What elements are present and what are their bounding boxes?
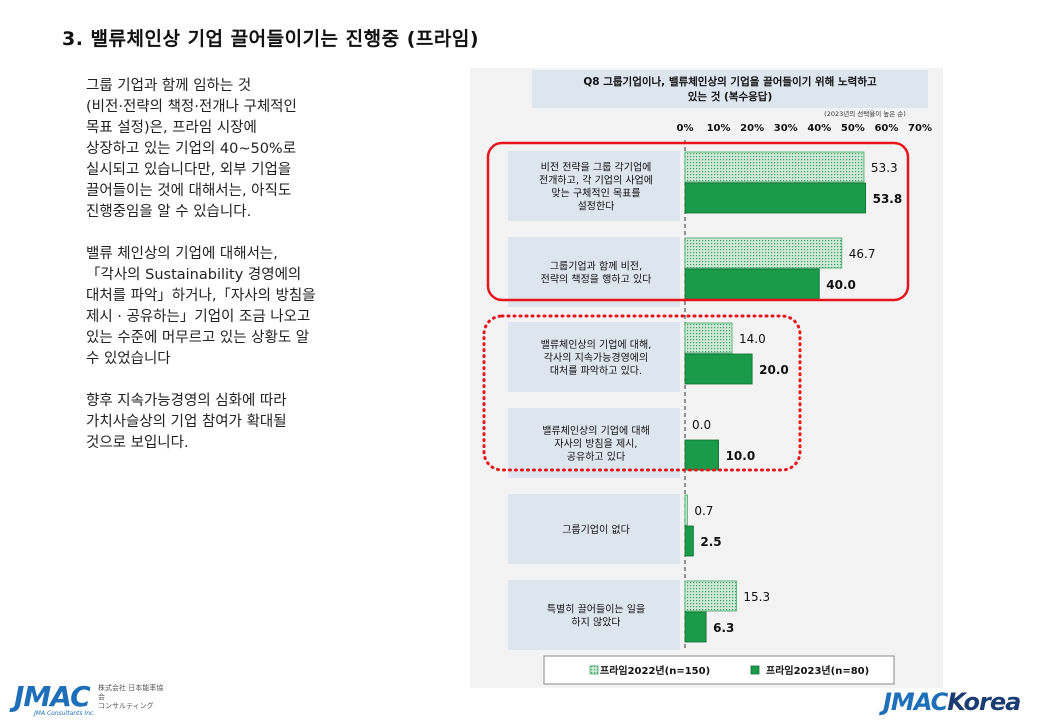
- bar-2023: [684, 525, 694, 557]
- chart-title-line-2: 있는 것 (복수응답): [688, 90, 773, 103]
- category-label: 그룹기업과 함께 비전,: [550, 260, 642, 273]
- x-tick-label: 30%: [774, 123, 798, 134]
- category-label: 대처를 파악하고 있다.: [550, 364, 642, 377]
- bar-2023: [684, 182, 867, 214]
- bar-2022: [684, 322, 733, 354]
- data-label-2023: 40.0: [826, 278, 856, 292]
- jmac-korea-word: Korea: [947, 688, 1021, 716]
- bar-2022: [684, 494, 688, 526]
- x-tick-label: 40%: [807, 123, 831, 134]
- category-label: 비전 전략을 그룹 각기업에: [541, 161, 652, 174]
- legend-box: [543, 655, 895, 685]
- highlight-solid-outline: [486, 141, 910, 302]
- category-label-box: [508, 322, 680, 392]
- jmac-logo: JMAC JMA Consultants Inc. 株式会社 日本能率協会 コン…: [14, 680, 163, 717]
- data-label-2022: 0.7: [694, 504, 713, 518]
- data-label-2023: 10.0: [726, 449, 756, 463]
- category-label-box: [508, 408, 680, 478]
- legend-label-2023: 프라임2023년(n=80): [766, 664, 869, 677]
- jmac-korea-mark: JMAC: [883, 688, 948, 716]
- highlight-dotted-outline: [482, 314, 802, 472]
- chart-title-line-1: Q8 그룹기업이나, 밸류체인상의 기업을 끌어들이기 위해 노력하고: [583, 75, 877, 88]
- category-label: 밸류체인상의 기업에 대해: [542, 424, 650, 437]
- data-label-2022: 46.7: [849, 247, 876, 261]
- category-label: 하지 않았다: [571, 616, 620, 629]
- jmac-logo-subtext: JMA Consultants Inc.: [34, 710, 96, 717]
- data-label-2022: 14.0: [739, 332, 766, 346]
- x-tick-label: 10%: [707, 123, 731, 134]
- legend-label-2022: 프라임2022년(n=150): [600, 664, 710, 677]
- bar-2022: [684, 237, 843, 269]
- x-tick-label: 50%: [841, 123, 865, 134]
- category-label: 자사의 방침을 제시,: [554, 438, 637, 450]
- data-label-2022: 0.0: [692, 418, 711, 432]
- category-label: 각사의 지속가능경영에의: [544, 351, 648, 364]
- category-label: 설정한다: [578, 201, 615, 213]
- x-tick-label: 20%: [740, 123, 764, 134]
- x-tick-label: 70%: [908, 123, 932, 134]
- category-label: 밸류체인상의 기업에 대해,: [541, 338, 652, 351]
- jmac-korea-logo: JMACKorea: [883, 688, 1021, 716]
- category-label: 전략의 책정을 행하고 있다: [541, 273, 652, 286]
- slide-title: 3. 밸류체인상 기업 끌어들이기는 진행중 (프라임): [62, 28, 479, 50]
- jmac-logo-mark: JMAC: [14, 680, 91, 713]
- category-label: 그룹기업이 없다: [562, 523, 630, 536]
- bar-2023: [684, 611, 707, 643]
- category-label: 전개하고, 각 기업의 사업에: [539, 174, 653, 187]
- x-tick-label: 0%: [677, 123, 694, 134]
- chart-subtitle: (2023년의 선택율이 높은 순): [824, 109, 906, 118]
- category-label-box: [508, 237, 680, 307]
- data-label-2023: 6.3: [713, 621, 734, 635]
- data-label-2022: 15.3: [743, 590, 770, 604]
- category-label: 맞는 구체적인 목표를: [551, 188, 640, 200]
- data-label-2023: 2.5: [700, 535, 721, 549]
- paragraph-2: 밸류 체인상의 기업에 대해서는, 「각사의 Sustainability 경영…: [86, 246, 316, 367]
- legend-swatch-2022: [589, 665, 599, 675]
- bar-2023: [684, 439, 719, 471]
- category-label-box: [508, 494, 680, 564]
- paragraph-3: 향후 지속가능경영의 심화에 따라 가치사슬상의 기업 참여가 확대될 것으로 …: [86, 393, 287, 451]
- category-label-box: [508, 580, 680, 650]
- body-text: 그룹 기업과 함께 임하는 것 (비전·전략의 책정·전개나 구체적인 목표 설…: [86, 76, 386, 475]
- jmac-logo-japanese: 株式会社 日本能率協会 コンサルティング: [98, 684, 164, 710]
- category-label-box: [508, 151, 680, 221]
- bar-2022: [684, 151, 865, 183]
- data-label-2022: 53.3: [871, 161, 898, 175]
- bar-2022: [684, 580, 737, 612]
- category-label: 공유하고 있다: [567, 450, 625, 463]
- paragraph-1: 그룹 기업과 함께 임하는 것 (비전·전략의 책정·전개나 구체적인 목표 설…: [86, 78, 297, 220]
- legend-swatch-2023: [750, 665, 760, 675]
- bar-2023: [684, 353, 753, 385]
- category-label: 특별히 끌어들이는 일을: [547, 604, 645, 616]
- data-label-2023: 53.8: [873, 192, 903, 206]
- x-tick-label: 60%: [874, 123, 898, 134]
- bar-2023: [684, 268, 820, 300]
- chart-title-box: [532, 70, 928, 108]
- data-label-2023: 20.0: [759, 363, 789, 377]
